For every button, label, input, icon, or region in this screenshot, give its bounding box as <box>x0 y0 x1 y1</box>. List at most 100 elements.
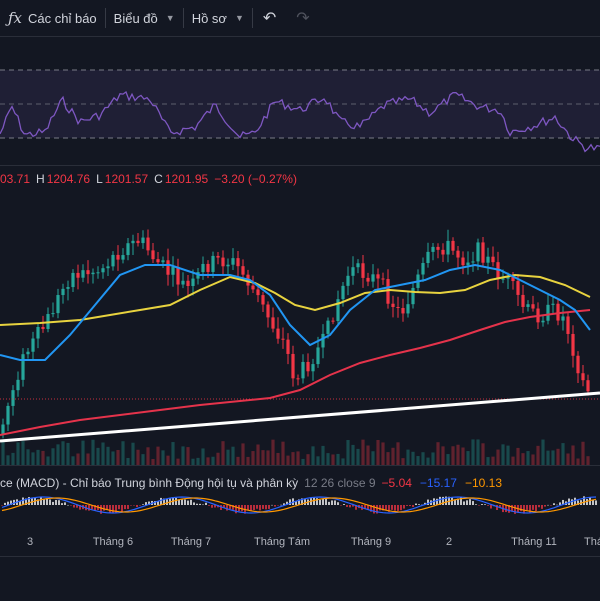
volume-bar <box>51 448 55 465</box>
volume-bar <box>206 457 210 465</box>
candle-body <box>436 246 440 250</box>
macd-histogram-bar <box>73 505 75 508</box>
macd-histogram-bar <box>1 505 3 506</box>
chart-type-button[interactable]: Biểu đồ ▼ <box>106 0 183 36</box>
macd-histogram-bar <box>118 505 120 510</box>
candle-body <box>441 249 445 255</box>
volume-bar <box>246 456 250 465</box>
candle-body <box>361 263 365 278</box>
volume-bar <box>516 447 520 465</box>
macd-histogram-bar <box>514 505 516 514</box>
macd-histogram-bar <box>157 501 159 505</box>
macd-histogram-bar <box>583 496 585 505</box>
macd-histogram-bar <box>481 504 483 505</box>
rsi-pane[interactable] <box>0 37 600 165</box>
macd-histogram-bar <box>229 505 231 510</box>
undo-icon[interactable]: ↶ <box>262 10 277 27</box>
macd-histogram-bar <box>109 505 111 514</box>
candle-body <box>306 361 310 372</box>
volume-bar <box>481 443 485 465</box>
volume-bar <box>271 439 275 465</box>
volume-bar <box>471 439 475 465</box>
macd-histogram-bar <box>466 500 468 505</box>
redo-icon[interactable]: ↷ <box>296 10 310 27</box>
time-axis[interactable]: 3 Tháng 6 Tháng 7 Tháng Tám Tháng 9 2 Th… <box>0 525 600 555</box>
macd-histogram-bar <box>250 505 252 511</box>
macd-histogram-bar <box>22 497 24 505</box>
macd-histogram-bar <box>106 505 108 511</box>
price-pane[interactable]: 03.71 H 1204.76 L 1201.57 C 1201.95 −3.20 (… <box>0 165 600 465</box>
macd-histogram-bar <box>346 505 348 507</box>
macd-histogram-bar <box>523 505 525 514</box>
volume-bar <box>86 453 90 465</box>
volume-bar <box>441 446 445 465</box>
macd-histogram-bar <box>535 505 537 512</box>
volume-bar <box>446 454 450 465</box>
x-tick-label: Thán <box>584 536 600 548</box>
volume-bar <box>541 439 545 465</box>
volume-bar <box>586 456 590 465</box>
candle-body <box>311 364 315 372</box>
candle-body <box>241 266 245 275</box>
volume-bar <box>486 457 490 465</box>
macd-histogram-bar <box>304 499 306 505</box>
candle-body <box>451 240 455 251</box>
macd-histogram-bar <box>298 499 300 505</box>
candle-body <box>571 333 575 356</box>
candle-body <box>21 354 25 380</box>
candle-body <box>131 240 135 244</box>
macd-histogram-bar <box>559 502 561 505</box>
volume-bar <box>546 450 550 465</box>
candle-body <box>411 287 415 305</box>
volume-bar <box>336 453 340 465</box>
rsi-line <box>0 90 600 153</box>
macd-histogram-bar <box>526 505 528 510</box>
candle-body <box>221 257 225 267</box>
macd-histogram-bar <box>187 500 189 505</box>
macd-pane[interactable]: ce (MACD) - Chỉ báo Trung bình Động hội … <box>0 465 600 525</box>
macd-histogram-bar <box>571 499 573 505</box>
macd-histogram-bar <box>469 499 471 505</box>
candle-body <box>71 272 75 288</box>
x-tick-label: Tháng 7 <box>171 536 211 548</box>
volume-bar <box>556 448 560 465</box>
volume-bar <box>136 449 140 465</box>
volume-bar <box>346 440 350 465</box>
macd-histogram-bar <box>223 505 225 508</box>
volume-bar <box>226 449 230 465</box>
candle-body <box>1 424 5 435</box>
macd-histogram-bar <box>373 505 375 514</box>
candle-body <box>376 274 380 279</box>
candle-body <box>121 255 125 260</box>
candle-body <box>586 380 590 392</box>
volume-bar <box>156 446 160 465</box>
macd-histogram-bar <box>355 505 357 510</box>
high-label: H <box>36 172 45 186</box>
macd-histogram-bar <box>133 505 135 506</box>
macd-histogram-bar <box>202 504 204 506</box>
price-chart <box>0 229 600 465</box>
macd-histogram-bar <box>136 505 138 508</box>
macd-histogram-bar <box>184 499 186 505</box>
volume-bar <box>171 442 175 465</box>
candle-body <box>456 250 460 258</box>
macd-histogram-bar <box>49 499 51 505</box>
candle-body <box>166 260 170 275</box>
macd-histogram-bar <box>376 505 378 514</box>
macd-histogram-bar <box>553 503 555 505</box>
indicators-button[interactable]: ƒx Các chỉ báo <box>0 0 105 36</box>
macd-histogram-bar <box>253 505 255 511</box>
volume-bar <box>301 458 305 465</box>
volume-bar <box>116 450 120 465</box>
candle-body <box>486 256 490 263</box>
candle-body <box>126 243 130 256</box>
profile-button[interactable]: Hồ sơ ▼ <box>184 0 252 36</box>
volume-bar <box>431 452 435 465</box>
volume-bar <box>221 441 225 465</box>
volume-bar <box>191 458 195 465</box>
trend-line[interactable] <box>0 391 600 443</box>
macd-histogram-bar <box>520 505 522 512</box>
volume-bar <box>56 444 60 465</box>
candle-body <box>211 255 215 272</box>
macd-histogram-bar <box>55 499 57 505</box>
